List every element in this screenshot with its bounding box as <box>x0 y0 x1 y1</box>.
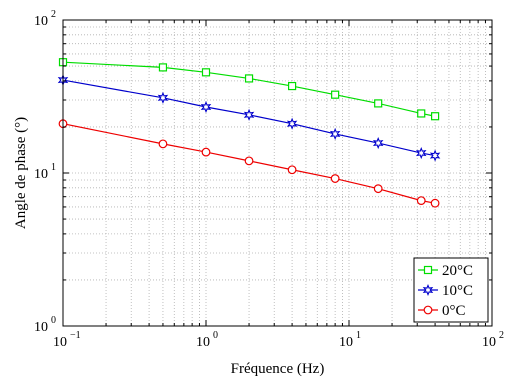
legend-label: 0°C <box>442 303 466 319</box>
series-star <box>57 74 441 162</box>
data-point <box>331 90 340 99</box>
data-point <box>243 108 255 121</box>
data-point <box>287 165 297 175</box>
data-point <box>286 117 298 130</box>
data-point <box>158 63 168 72</box>
y-tick-exponent: 0 <box>51 315 56 326</box>
data-point <box>374 99 383 108</box>
legend-marker <box>423 265 433 275</box>
legend: 20°C 10°C 0°C <box>413 257 489 323</box>
data-point <box>200 100 212 114</box>
data-point <box>201 68 211 77</box>
x-axis-label: Fréquence (Hz) <box>231 361 325 377</box>
data-point <box>417 109 426 118</box>
data-point <box>158 139 168 149</box>
data-point <box>373 184 383 194</box>
data-point <box>416 196 426 206</box>
data-point <box>287 81 297 91</box>
y-tick-exponent: 1 <box>51 162 56 173</box>
data-point <box>415 147 427 160</box>
axis-ticks: 10 −1 10 0 10 1 10 210 010 110 2 <box>34 9 504 350</box>
x-tick-exponent: 2 <box>499 330 504 341</box>
legend-label: 20°C <box>442 263 473 279</box>
data-point <box>157 91 169 104</box>
data-point <box>430 198 440 208</box>
legend-label: 10°C <box>442 283 473 299</box>
data-point <box>244 74 254 83</box>
x-tick-exponent: 0 <box>213 330 218 341</box>
data-series <box>57 58 441 208</box>
legend-marker <box>423 305 433 315</box>
x-tick-label: 10 <box>482 335 496 350</box>
data-point <box>244 156 254 166</box>
x-tick-exponent: −1 <box>70 330 81 341</box>
data-point <box>329 127 341 140</box>
data-point <box>201 147 211 157</box>
x-tick-label: 10 <box>53 335 67 350</box>
data-point <box>372 136 384 150</box>
y-tick-exponent: 2 <box>51 9 56 20</box>
series-square <box>58 58 440 121</box>
data-point <box>430 112 440 121</box>
series-circle <box>58 119 440 208</box>
x-tick-label: 10 <box>339 335 353 350</box>
x-tick-exponent: 1 <box>356 330 361 341</box>
y-tick-label: 10 <box>34 320 48 335</box>
y-axis-label: Angle de phase (°) <box>13 117 29 229</box>
x-tick-label: 10 <box>196 335 210 350</box>
legend-marker <box>422 283 434 297</box>
y-tick-label: 10 <box>34 14 48 29</box>
y-tick-label: 10 <box>34 167 48 182</box>
data-point <box>429 149 441 162</box>
data-point <box>330 174 340 183</box>
